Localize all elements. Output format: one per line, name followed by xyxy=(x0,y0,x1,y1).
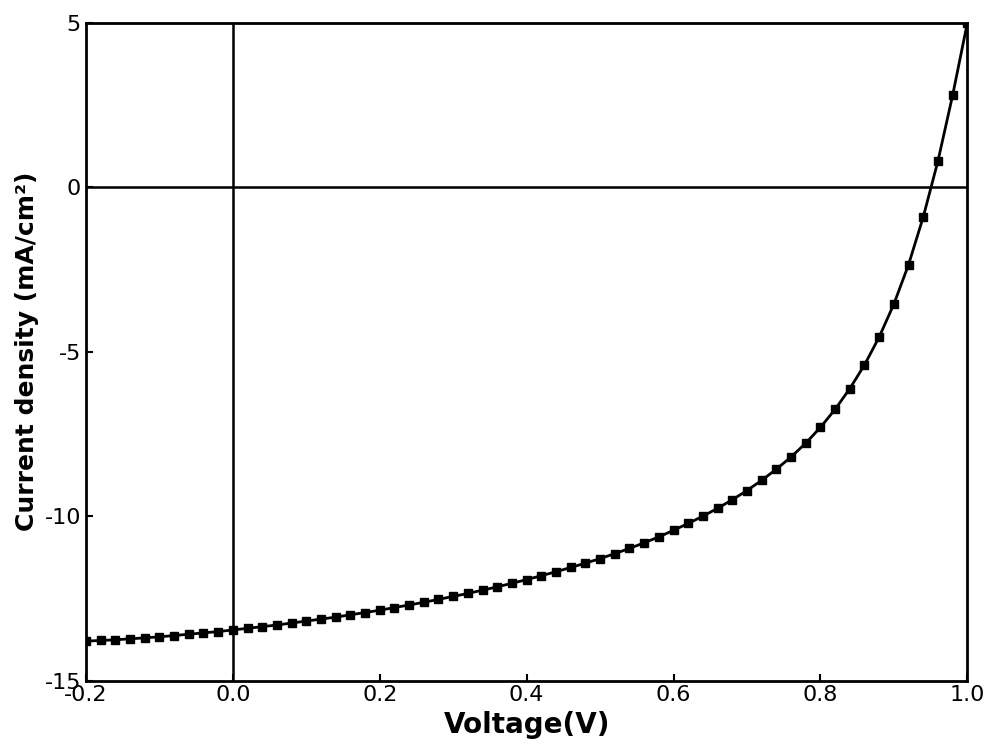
X-axis label: Voltage(V): Voltage(V) xyxy=(443,711,610,739)
Y-axis label: Current density (mA/cm²): Current density (mA/cm²) xyxy=(15,172,39,532)
